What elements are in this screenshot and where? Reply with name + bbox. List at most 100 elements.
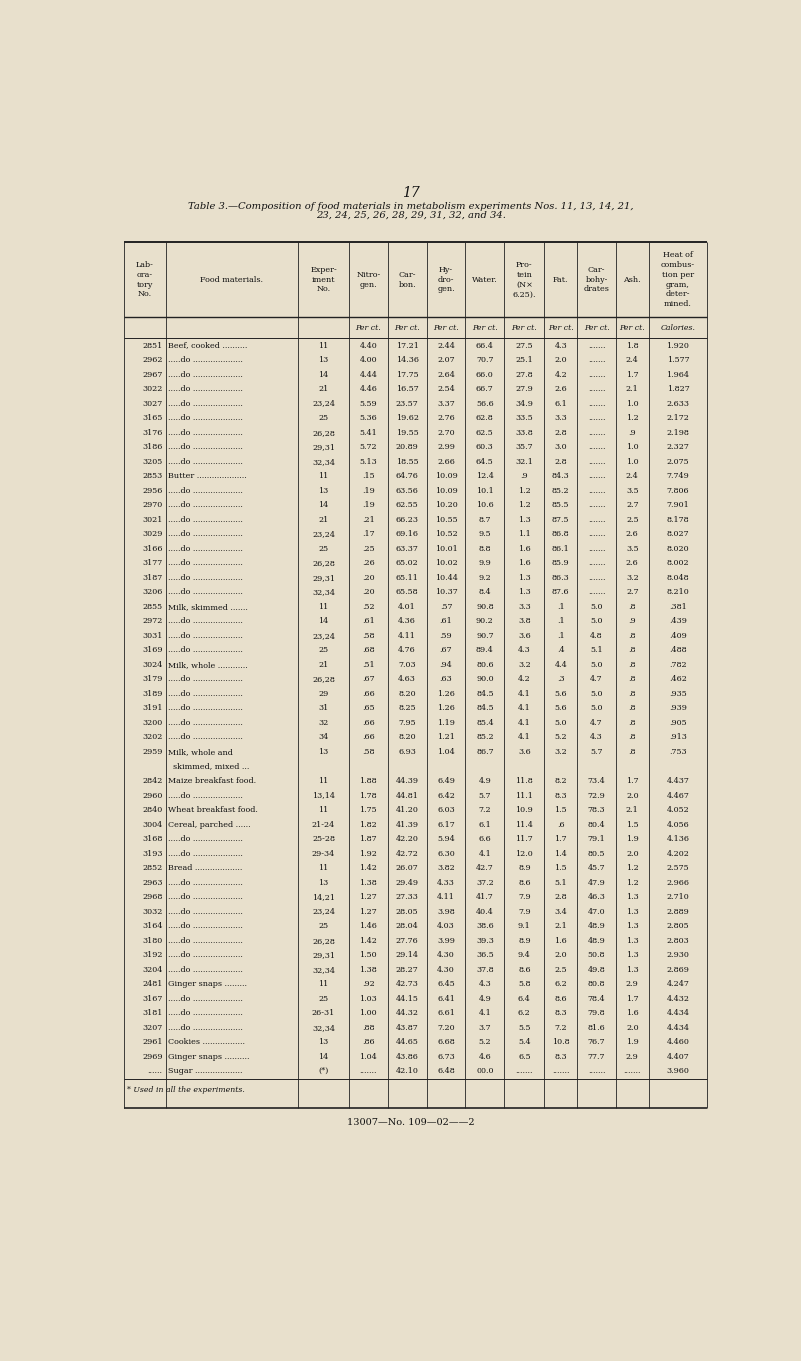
Text: 44.81: 44.81: [396, 792, 419, 799]
Text: Calories.: Calories.: [661, 324, 695, 332]
Text: .381: .381: [669, 603, 686, 611]
Text: 3.82: 3.82: [437, 864, 455, 872]
Text: 4.2: 4.2: [554, 370, 567, 378]
Text: .....do ....................: .....do ....................: [168, 531, 243, 538]
Text: .8: .8: [629, 734, 636, 742]
Text: 79.1: 79.1: [588, 836, 606, 842]
Text: 23,24: 23,24: [312, 531, 335, 538]
Text: .....do ....................: .....do ....................: [168, 501, 243, 509]
Text: 6.73: 6.73: [437, 1053, 455, 1060]
Text: .8: .8: [629, 705, 636, 712]
Text: 2.075: 2.075: [666, 457, 689, 465]
Text: 78.3: 78.3: [588, 806, 606, 814]
Text: 48.9: 48.9: [588, 923, 606, 930]
Text: 3.98: 3.98: [437, 908, 455, 916]
Text: 3189: 3189: [143, 690, 163, 698]
Text: 6.6: 6.6: [478, 836, 491, 842]
Text: 6.48: 6.48: [437, 1067, 455, 1075]
Text: 9.2: 9.2: [478, 574, 491, 581]
Text: .67: .67: [440, 646, 453, 655]
Text: 2.5: 2.5: [554, 966, 567, 973]
Text: 25-28: 25-28: [312, 836, 335, 842]
Text: 1.6: 1.6: [626, 1010, 638, 1017]
Text: .905: .905: [669, 719, 686, 727]
Text: 10.1: 10.1: [476, 487, 493, 495]
Text: 1.1: 1.1: [518, 531, 531, 538]
Text: 4.1: 4.1: [518, 719, 531, 727]
Text: .8: .8: [629, 603, 636, 611]
Text: 42.7: 42.7: [476, 864, 493, 872]
Text: 21-24: 21-24: [312, 821, 335, 829]
Text: 5.36: 5.36: [360, 414, 377, 422]
Text: 5.2: 5.2: [478, 1038, 491, 1047]
Text: .....do ....................: .....do ....................: [168, 400, 243, 408]
Text: .......: .......: [588, 588, 606, 596]
Text: 43.87: 43.87: [396, 1023, 419, 1032]
Text: 10.20: 10.20: [435, 501, 457, 509]
Text: 3.2: 3.2: [518, 661, 531, 668]
Text: .488: .488: [669, 646, 686, 655]
Text: 1.82: 1.82: [360, 821, 377, 829]
Text: 3032: 3032: [143, 908, 163, 916]
Text: .58: .58: [362, 749, 375, 755]
Text: 2.0: 2.0: [626, 849, 638, 857]
Text: 80.5: 80.5: [588, 849, 606, 857]
Text: 3027: 3027: [143, 400, 163, 408]
Text: 6.5: 6.5: [518, 1053, 531, 1060]
Text: .1: .1: [557, 632, 565, 640]
Text: .65: .65: [362, 705, 375, 712]
Text: 2.5: 2.5: [626, 516, 638, 524]
Text: 1.3: 1.3: [626, 966, 638, 973]
Text: 1.3: 1.3: [626, 908, 638, 916]
Text: 1.92: 1.92: [360, 849, 377, 857]
Text: 2851: 2851: [143, 342, 163, 350]
Text: 17.21: 17.21: [396, 342, 419, 350]
Text: 7.806: 7.806: [666, 487, 689, 495]
Text: 2.7: 2.7: [626, 588, 638, 596]
Text: 3186: 3186: [143, 444, 163, 452]
Text: 33.8: 33.8: [516, 429, 533, 437]
Text: 8.20: 8.20: [398, 734, 416, 742]
Text: .....do ....................: .....do ....................: [168, 646, 243, 655]
Text: .....do ....................: .....do ....................: [168, 588, 243, 596]
Text: 1.5: 1.5: [554, 864, 567, 872]
Text: 2840: 2840: [143, 806, 163, 814]
Text: 14: 14: [319, 1053, 328, 1060]
Text: 7.03: 7.03: [398, 661, 416, 668]
Text: 1.04: 1.04: [437, 749, 455, 755]
Text: 1.9: 1.9: [626, 1038, 638, 1047]
Text: 1.964: 1.964: [666, 370, 690, 378]
Text: 5.2: 5.2: [554, 734, 567, 742]
Text: 2963: 2963: [142, 879, 163, 886]
Text: 26,28: 26,28: [312, 559, 335, 568]
Text: Milk, whole ............: Milk, whole ............: [168, 661, 248, 668]
Text: Nitro-
gen.: Nitro- gen.: [356, 271, 380, 289]
Text: 1.04: 1.04: [360, 1053, 377, 1060]
Text: 2481: 2481: [143, 980, 163, 988]
Text: 6.2: 6.2: [554, 980, 567, 988]
Text: .51: .51: [362, 661, 375, 668]
Text: 4.1: 4.1: [478, 1010, 491, 1017]
Text: 3165: 3165: [143, 414, 163, 422]
Text: 3021: 3021: [143, 516, 163, 524]
Text: .19: .19: [362, 487, 375, 495]
Text: 2.9: 2.9: [626, 980, 638, 988]
Text: 10.6: 10.6: [476, 501, 493, 509]
Text: 19.62: 19.62: [396, 414, 419, 422]
Text: 2960: 2960: [143, 792, 163, 799]
Text: 1.920: 1.920: [666, 342, 690, 350]
Text: 4.44: 4.44: [360, 370, 377, 378]
Text: 23.57: 23.57: [396, 400, 419, 408]
Text: 1.38: 1.38: [360, 966, 377, 973]
Text: 86.7: 86.7: [476, 749, 493, 755]
Text: .9: .9: [629, 429, 636, 437]
Text: 2.8: 2.8: [554, 893, 567, 901]
Text: .439: .439: [669, 618, 687, 625]
Text: .......: .......: [588, 1067, 606, 1075]
Text: .....do ....................: .....do ....................: [168, 1010, 243, 1017]
Text: .....do ....................: .....do ....................: [168, 559, 243, 568]
Text: .......: .......: [588, 544, 606, 553]
Text: 1.38: 1.38: [360, 879, 377, 886]
Text: Lab-
ora-
tory
No.: Lab- ora- tory No.: [135, 261, 154, 298]
Text: 3181: 3181: [143, 1010, 163, 1017]
